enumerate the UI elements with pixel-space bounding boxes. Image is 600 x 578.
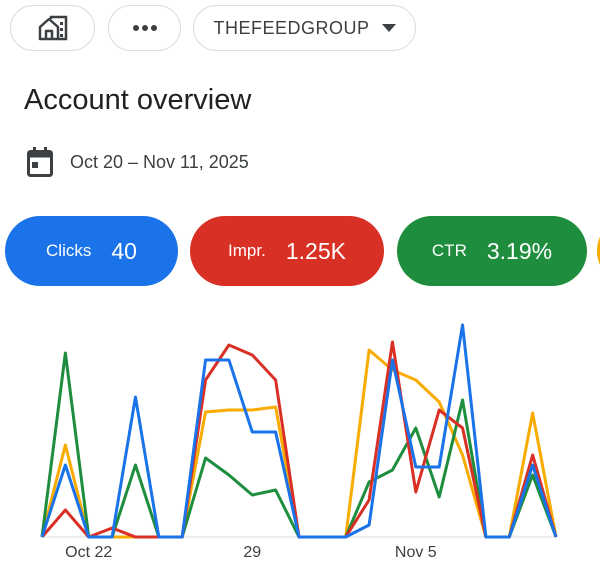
calendar-icon xyxy=(27,147,53,177)
x-tick-label: Oct 22 xyxy=(65,544,112,561)
metric-pill[interactable]: CTR 3.19% xyxy=(397,216,587,286)
account-selector[interactable]: THEFEEDGROUP xyxy=(193,5,416,51)
home-icon xyxy=(38,15,67,41)
account-name: THEFEEDGROUP xyxy=(213,17,370,38)
series-line xyxy=(40,340,558,539)
chart: Oct 22 29 Nov 5 xyxy=(40,323,558,561)
metric-pill[interactable] xyxy=(597,216,600,286)
metric-value: 1.25K xyxy=(285,237,346,264)
x-tick-label: Nov 5 xyxy=(395,544,437,561)
metric-pill[interactable]: Impr. 1.25K xyxy=(190,216,384,286)
x-tick-label: 29 xyxy=(243,544,261,561)
date-range[interactable]: Oct 20 – Nov 11, 2025 xyxy=(70,152,249,172)
series-line xyxy=(40,323,558,539)
metric-label: Clicks xyxy=(46,241,92,260)
more-icon xyxy=(132,25,157,31)
metric-label: Impr. xyxy=(228,241,266,260)
dropdown-icon xyxy=(381,24,396,32)
metric-value: 40 xyxy=(111,237,137,264)
more-button[interactable] xyxy=(108,5,181,51)
metric-value: 3.19% xyxy=(486,237,553,264)
home-button[interactable] xyxy=(10,5,95,51)
page-title: Account overview xyxy=(24,84,252,116)
metric-pills: Clicks 40 Impr. 1.25K CTR 3.19% xyxy=(0,216,600,286)
metric-pill[interactable]: Clicks 40 xyxy=(5,216,178,286)
metric-label: CTR xyxy=(431,241,467,260)
